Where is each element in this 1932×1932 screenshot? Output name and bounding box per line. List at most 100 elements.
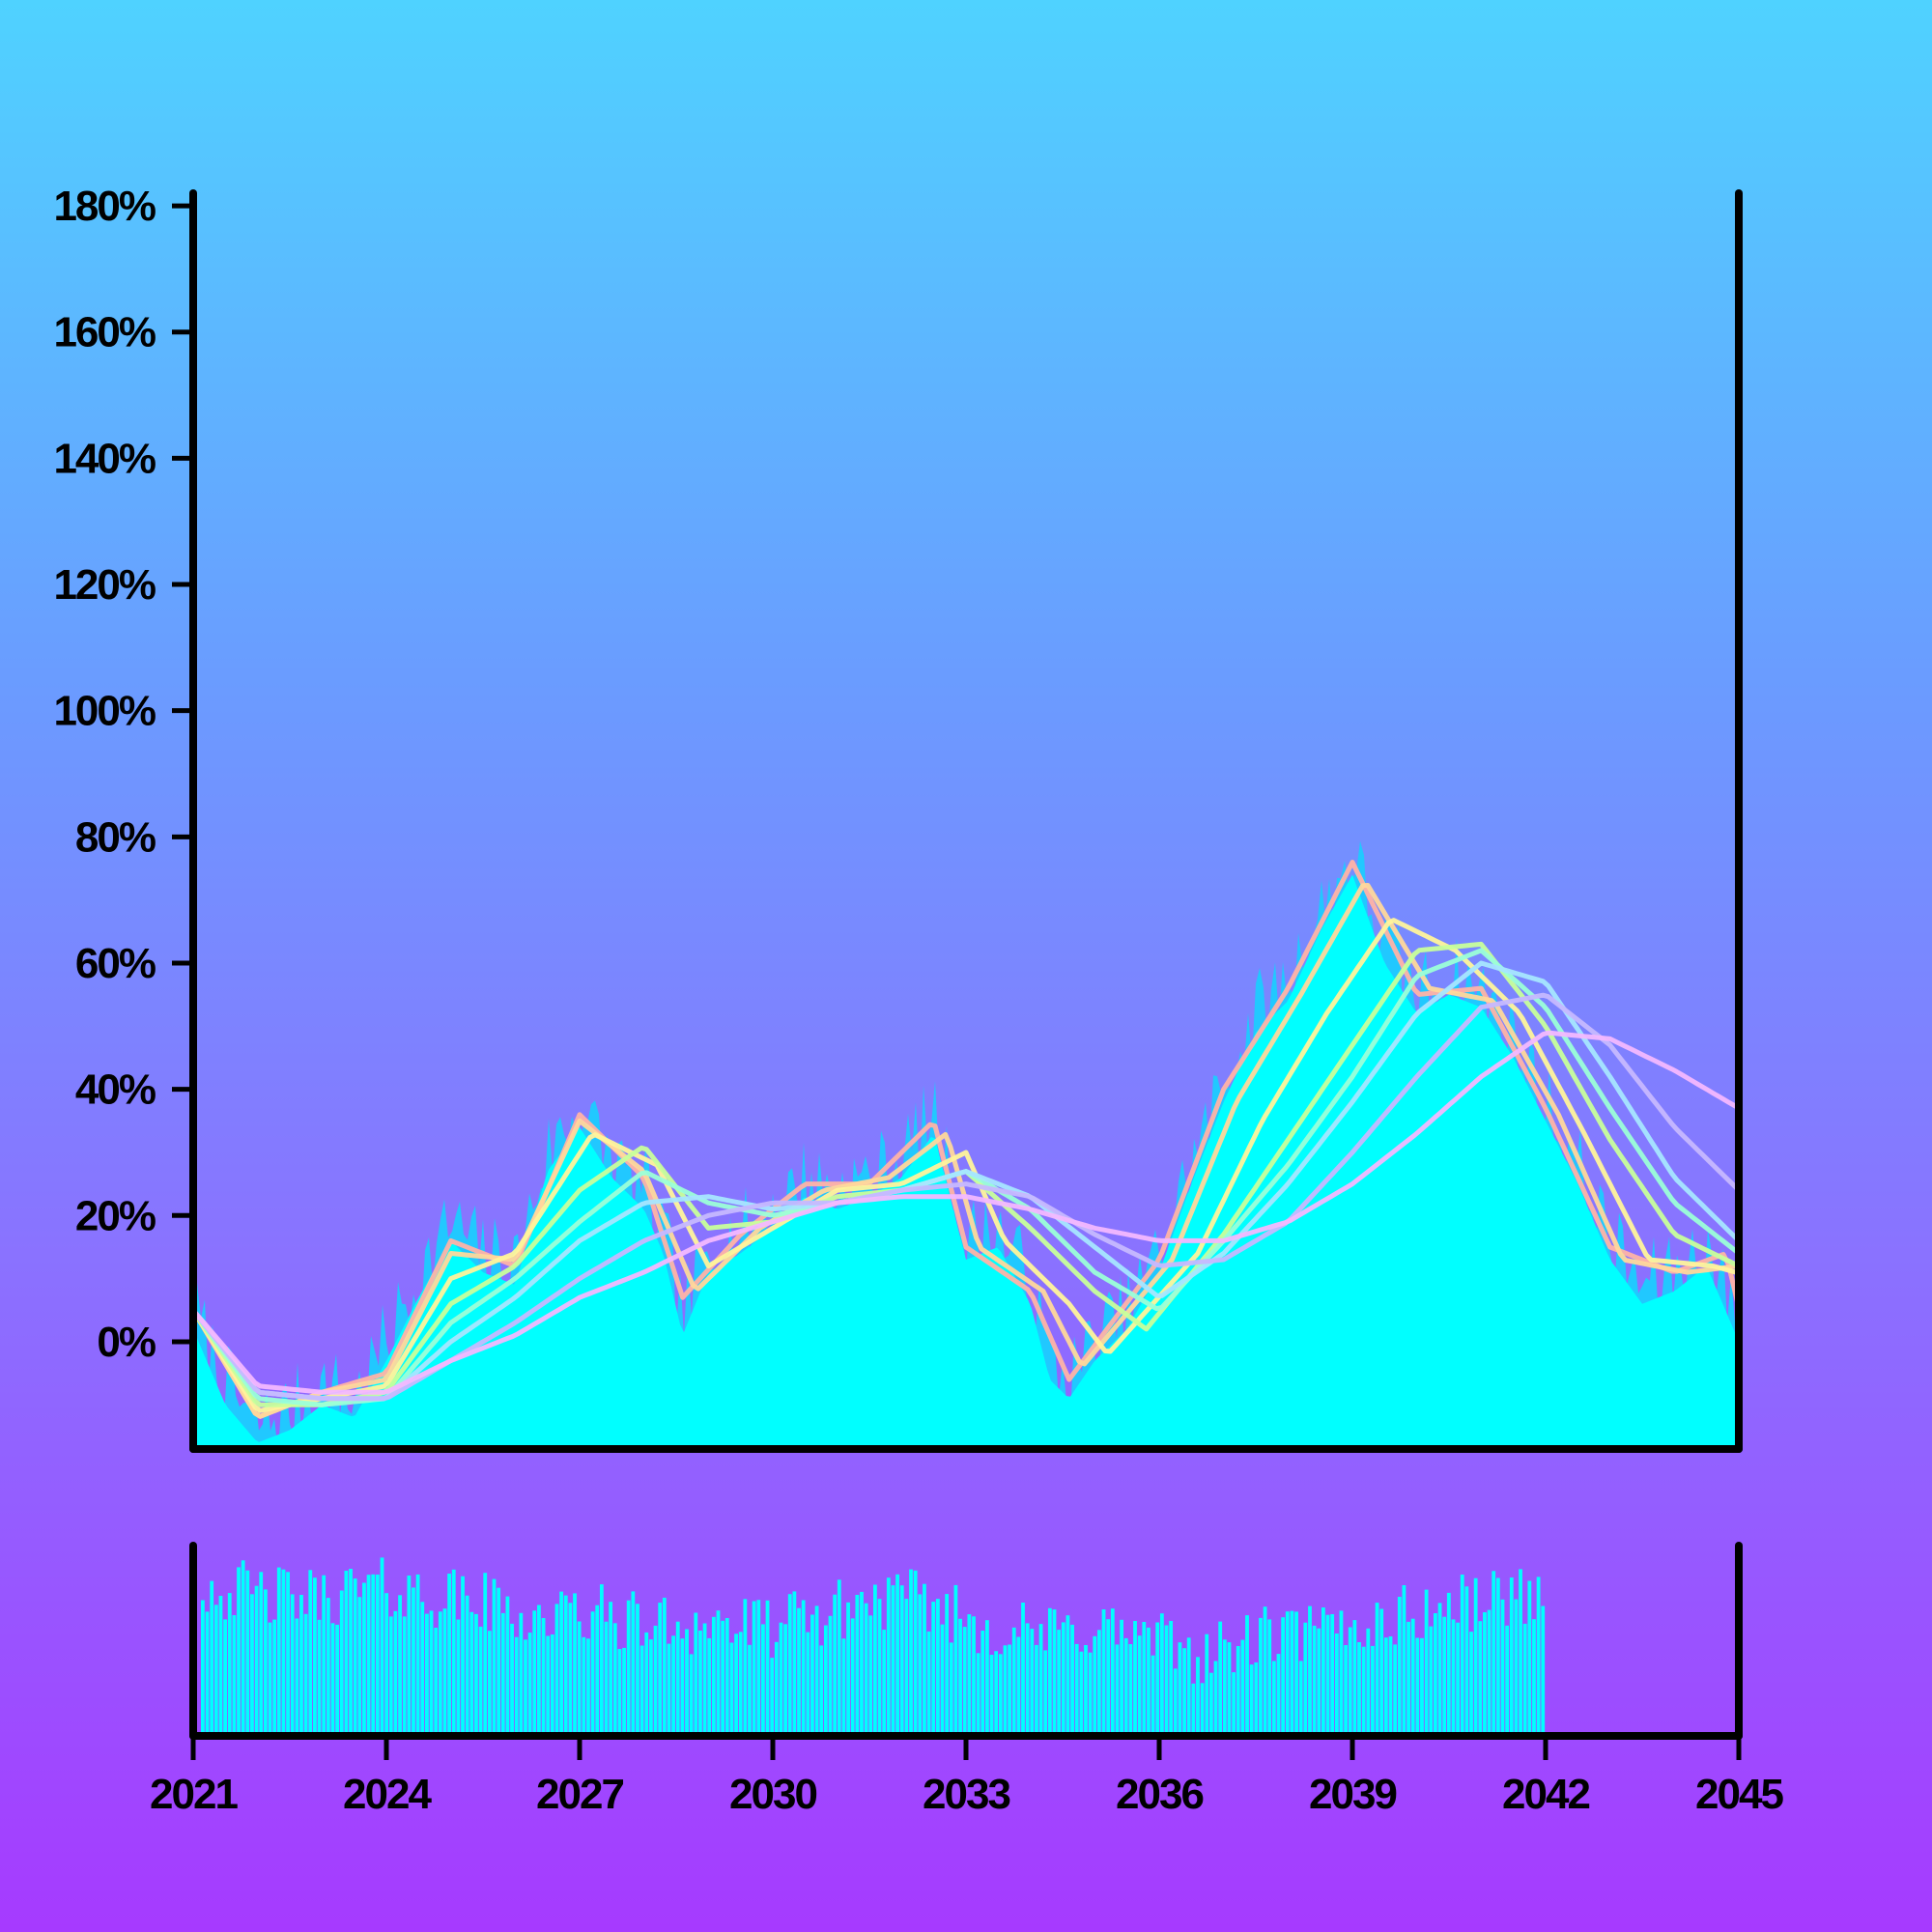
volume-bar xyxy=(833,1594,838,1736)
volume-bar xyxy=(237,1567,241,1736)
volume-bar xyxy=(667,1643,671,1736)
volume-bar xyxy=(1509,1577,1514,1736)
volume-bar xyxy=(1191,1683,1196,1736)
volume-bar xyxy=(1393,1644,1398,1736)
volume-bar xyxy=(218,1596,223,1736)
volume-bar xyxy=(366,1575,371,1736)
y-tick-label: 0% xyxy=(97,1319,155,1366)
volume-bar xyxy=(1500,1599,1505,1736)
volume-bar xyxy=(1415,1637,1420,1736)
volume-bar xyxy=(882,1630,887,1736)
x-tick-label: 2039 xyxy=(1309,1771,1396,1818)
volume-bar xyxy=(756,1600,761,1736)
volume-bar xyxy=(770,1658,775,1736)
volume-bar xyxy=(1402,1585,1406,1736)
volume-bar xyxy=(1437,1603,1442,1736)
volume-bar xyxy=(1388,1636,1393,1736)
volume-bar xyxy=(612,1623,617,1736)
volume-bar xyxy=(1464,1586,1469,1736)
volume-bar xyxy=(456,1619,461,1736)
volume-bar xyxy=(568,1603,573,1736)
volume-bar xyxy=(855,1595,860,1736)
volume-bar xyxy=(1070,1624,1074,1736)
volume-bar xyxy=(1057,1630,1062,1736)
volume-bar xyxy=(407,1576,412,1736)
volume-bar xyxy=(1137,1635,1142,1736)
volume-bar xyxy=(1281,1617,1286,1736)
moving-average-line-2 xyxy=(193,883,1739,1419)
y-tick-label: 20% xyxy=(75,1192,156,1239)
volume-bar xyxy=(1532,1619,1536,1736)
volume-bar xyxy=(227,1593,232,1736)
volume-bar xyxy=(1133,1621,1137,1736)
volume-bar xyxy=(398,1595,402,1736)
volume-bar xyxy=(631,1591,636,1736)
volume-bar xyxy=(721,1620,725,1736)
moving-average-layer xyxy=(193,860,1739,1419)
volume-bar xyxy=(1142,1622,1147,1736)
volume-bar xyxy=(1093,1635,1097,1736)
volume-bar xyxy=(299,1595,303,1736)
volume-bar xyxy=(1460,1575,1464,1736)
volume-bar xyxy=(1043,1650,1048,1736)
volume-bar xyxy=(1473,1577,1478,1736)
volume-bar xyxy=(639,1645,644,1736)
volume-bar xyxy=(415,1574,420,1736)
volume-bar xyxy=(1232,1672,1236,1736)
volume-bar xyxy=(1267,1619,1272,1736)
volume-bar xyxy=(877,1599,882,1736)
volume-bar xyxy=(599,1584,604,1736)
volume-bar xyxy=(989,1655,994,1736)
volume-bar xyxy=(1451,1619,1456,1736)
volume-bar xyxy=(685,1629,689,1736)
volume-bar xyxy=(1352,1620,1357,1736)
axes-layer xyxy=(189,189,1743,1740)
volume-bar xyxy=(1169,1621,1174,1736)
moving-average-line-6 xyxy=(193,960,1739,1402)
volume-bar xyxy=(402,1616,407,1736)
volume-bar xyxy=(1317,1628,1321,1736)
volume-bar xyxy=(653,1625,658,1736)
volume-bar xyxy=(1115,1644,1120,1736)
volume-bar xyxy=(268,1622,272,1736)
volume-bar xyxy=(1008,1644,1011,1736)
volume-bar xyxy=(492,1578,497,1736)
volume-bar xyxy=(1003,1645,1008,1736)
volume-bar xyxy=(1035,1644,1038,1736)
volume-bar xyxy=(461,1576,465,1736)
volume-bar xyxy=(626,1600,631,1736)
volume-bar xyxy=(313,1577,317,1736)
volume-bar xyxy=(1200,1683,1205,1736)
volume-bar xyxy=(1245,1615,1249,1736)
moving-average-line-3 xyxy=(193,918,1739,1413)
volume-bar xyxy=(1047,1607,1052,1736)
volume-bar xyxy=(1263,1606,1267,1736)
volume-bar xyxy=(689,1654,694,1736)
volume-bar xyxy=(868,1615,873,1736)
volume-bar xyxy=(649,1639,653,1736)
volume-bar xyxy=(1065,1615,1070,1736)
volume-bar xyxy=(779,1622,783,1736)
volume-bar xyxy=(362,1582,366,1736)
volume-bar xyxy=(1276,1654,1281,1736)
volume-bar xyxy=(478,1626,483,1736)
volume-bar xyxy=(891,1585,895,1736)
volume-bar xyxy=(823,1625,828,1736)
volume-bar xyxy=(1021,1603,1025,1736)
volume-bar xyxy=(438,1611,442,1736)
volume-bar xyxy=(514,1636,519,1736)
volume-bar xyxy=(1536,1577,1541,1736)
volume-bar xyxy=(339,1590,344,1736)
volume-bar xyxy=(357,1597,362,1736)
volume-bar xyxy=(344,1571,349,1736)
volume-bar xyxy=(980,1631,985,1736)
volume-bar xyxy=(532,1610,537,1736)
y-tick-label: 140% xyxy=(53,435,155,482)
volume-bar xyxy=(1456,1622,1460,1736)
volume-bar xyxy=(388,1616,393,1736)
volume-bar xyxy=(658,1603,663,1736)
volume-bar xyxy=(1285,1611,1290,1736)
volume-bar xyxy=(926,1631,931,1736)
volume-bar xyxy=(1527,1580,1532,1736)
volume-bar xyxy=(609,1602,613,1736)
